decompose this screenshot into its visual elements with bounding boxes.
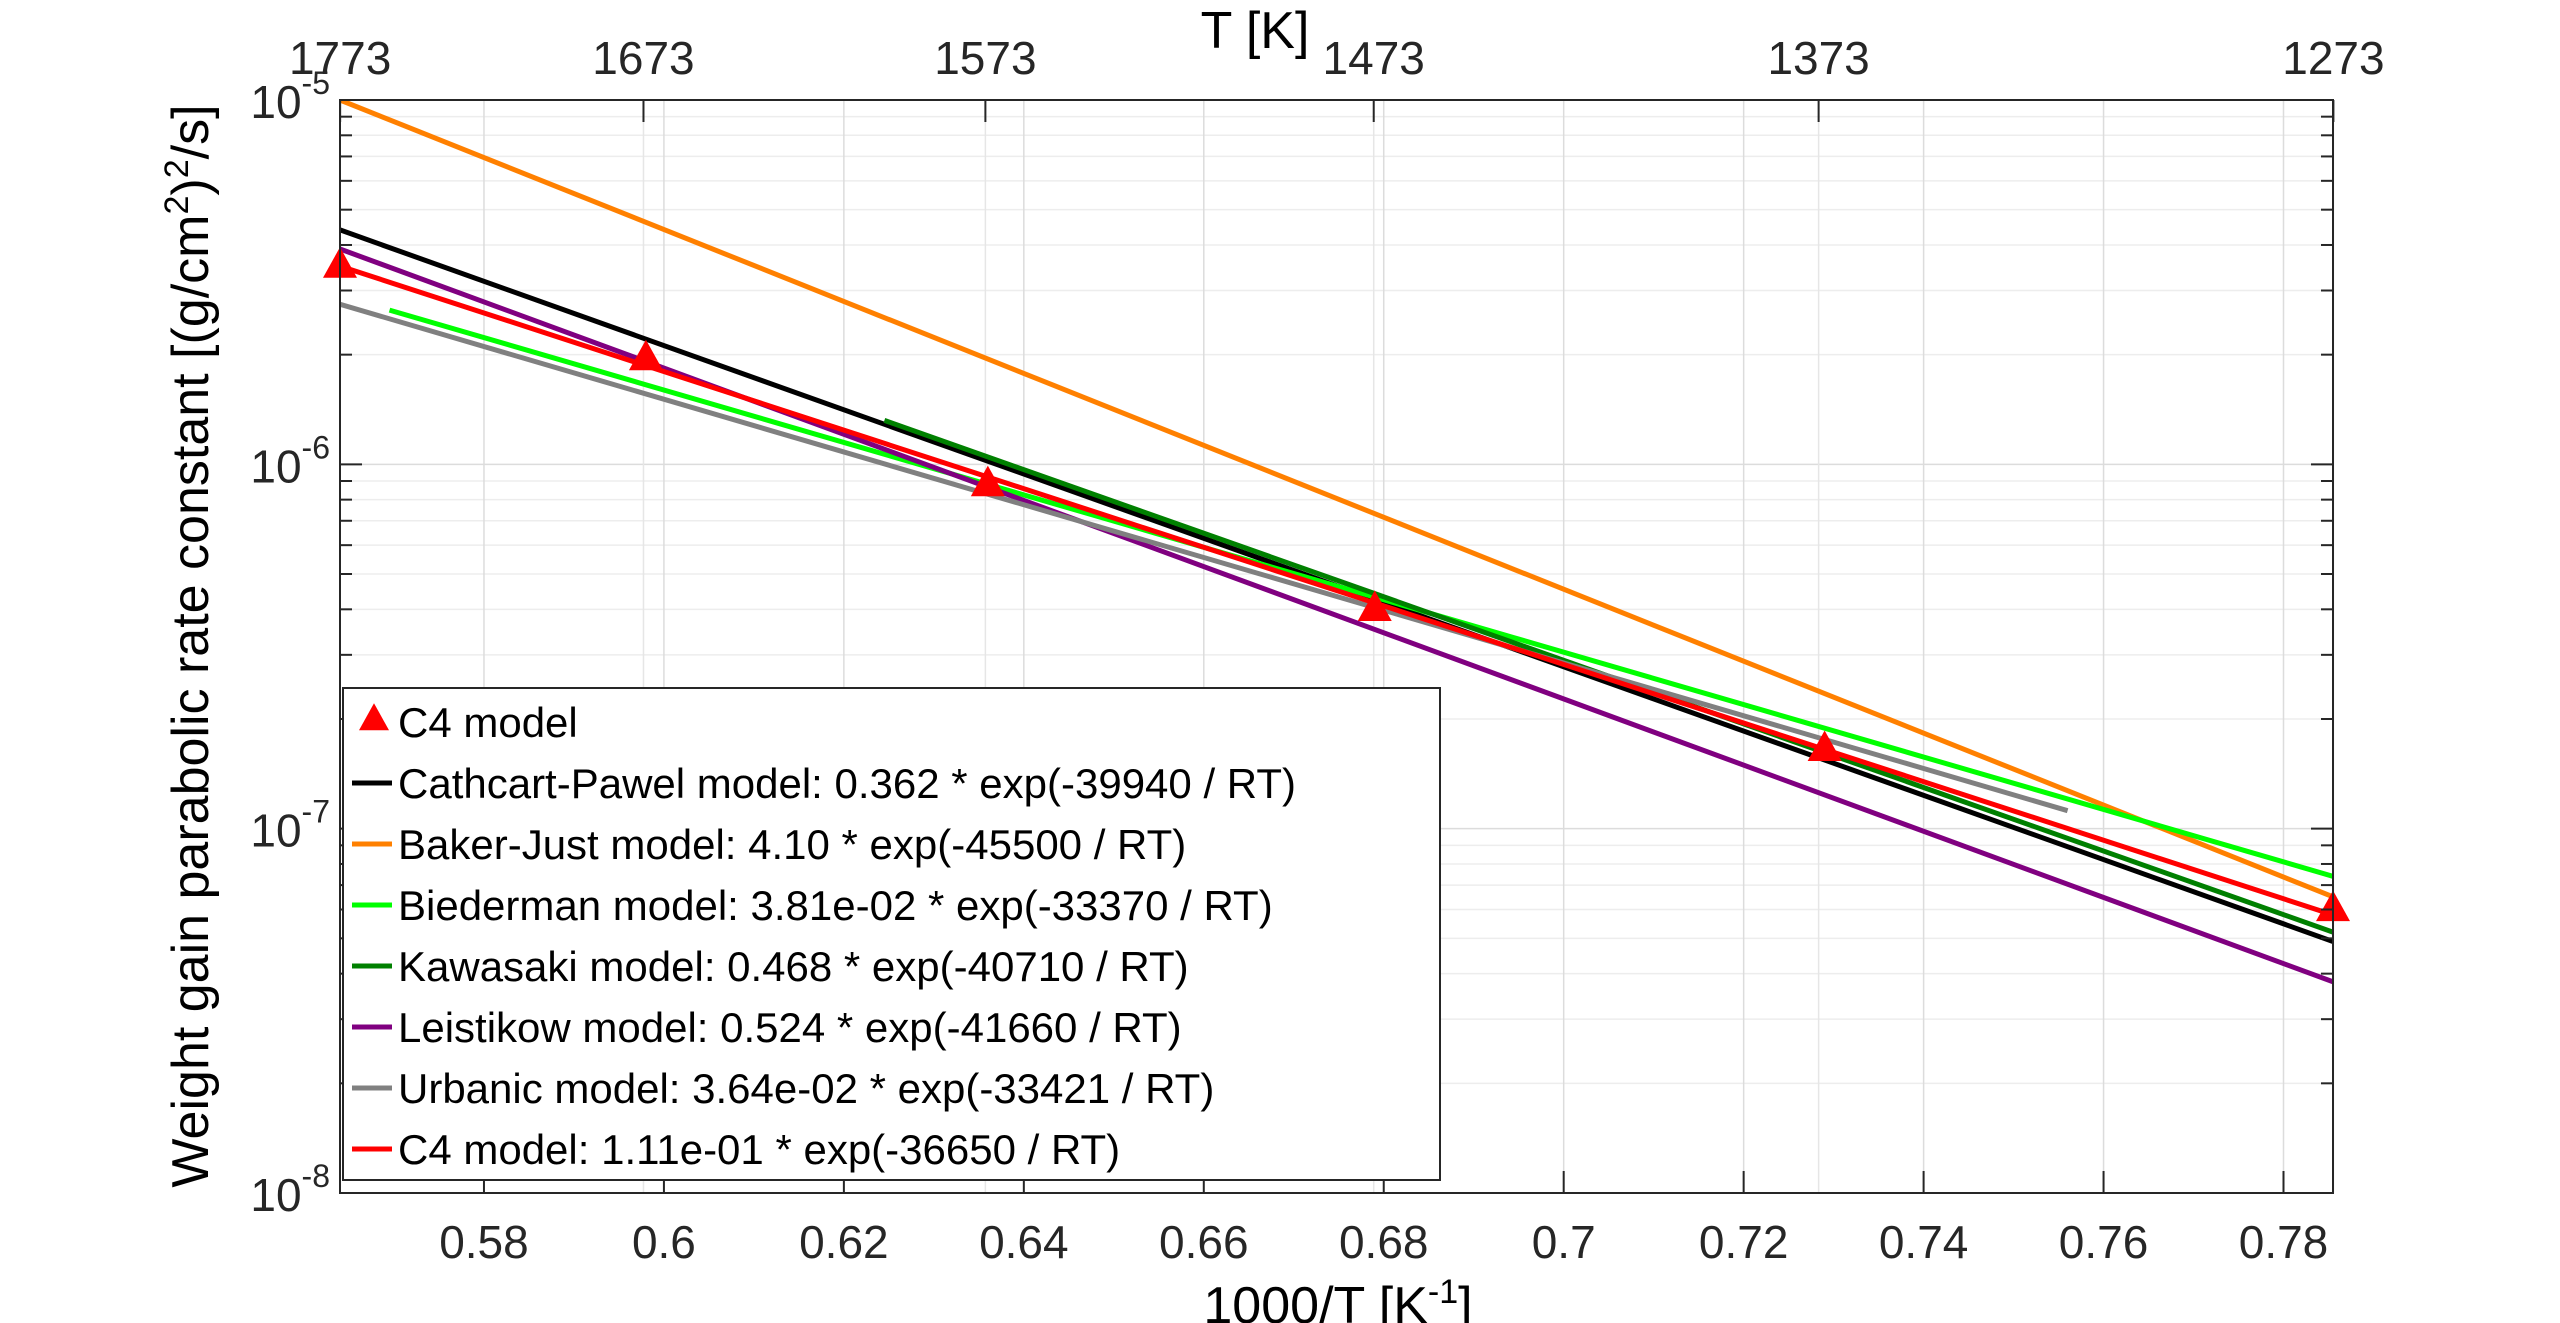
x-axis-title-exponent: -1 (1428, 1273, 1458, 1311)
x-tick-label: 0.74 (1879, 1216, 1969, 1268)
y-axis-title: Weight gain parabolic rate constant [(g/… (158, 104, 220, 1187)
top-x-tick-label: 1373 (1767, 32, 1869, 84)
y-tick-label: 10-7 (250, 794, 330, 857)
x-tick-label: 0.58 (439, 1216, 529, 1268)
series-line (340, 263, 2333, 918)
top-axis-title: T [K] (1201, 2, 1310, 60)
legend-label: Kawasaki model: 0.468 * exp(-40710 / RT) (398, 943, 1189, 990)
legend-label: Biederman model: 3.81e-02 * exp(-33370 /… (398, 882, 1273, 929)
series-line (388, 307, 2333, 879)
data-point-marker (628, 339, 663, 371)
x-tick-label: 0.76 (2059, 1216, 2149, 1268)
axes: 10-5 10-6 10-7 10-8 0.58 0.6 0.62 0.64 0.66 0.68 0… (250, 32, 2384, 1268)
series-line (340, 100, 2333, 900)
y-tick-label: 10-6 (250, 429, 330, 492)
legend-label: C4 model: 1.11e-01 * exp(-36650 / RT) (398, 1126, 1120, 1173)
series-line (340, 246, 2333, 985)
legend-label: Cathcart-Pawel model: 0.362 * exp(-39940… (398, 760, 1296, 807)
legend-box (342, 687, 1441, 1181)
top-x-tick-label: 1773 (289, 32, 391, 84)
x-tick-label: 0.62 (799, 1216, 889, 1268)
legend-label: Urbanic model: 3.64e-02 * exp(-33421 / R… (398, 1065, 1214, 1112)
legend-marker (359, 703, 389, 731)
legend: C4 model Cathcart-Pawel model: 0.362 * ex… (342, 687, 1441, 1181)
x-tick-label: 0.6 (632, 1216, 696, 1268)
top-x-tick-label: 1573 (934, 32, 1036, 84)
series-line (340, 301, 2069, 814)
y-tick-label: 10-5 (250, 65, 330, 128)
x-tick-label: 0.64 (979, 1216, 1069, 1268)
y-axis-title-exponent-1: 2 (158, 196, 196, 215)
top-x-tick-label: 1273 (2282, 32, 2384, 84)
x-tick-label: 0.66 (1159, 1216, 1249, 1268)
data-point-marker (970, 465, 1005, 497)
data-point-marker (1807, 730, 1842, 762)
plot-frame (339, 99, 2334, 1194)
x-axis-title: 1000/T [K-1] (1203, 1273, 1472, 1323)
series-layer (340, 100, 2333, 985)
top-x-tick-label: 1673 (592, 32, 694, 84)
x-tick-label: 0.7 (1532, 1216, 1596, 1268)
x-tick-label: 0.68 (1339, 1216, 1429, 1268)
y-axis-title-exponent-2: 2 (158, 159, 196, 178)
y-tick-label: 10-8 (250, 1158, 330, 1221)
top-x-tick-label: 1473 (1323, 32, 1425, 84)
x-tick-label: 0.72 (1699, 1216, 1789, 1268)
data-point-marker (1357, 590, 1392, 621)
legend-label: C4 model (398, 699, 578, 746)
legend-label: Leistikow model: 0.524 * exp(-41660 / RT… (398, 1004, 1182, 1051)
legend-label: Baker-Just model: 4.10 * exp(-45500 / RT… (398, 821, 1186, 868)
x-tick-label: 0.78 (2239, 1216, 2329, 1268)
